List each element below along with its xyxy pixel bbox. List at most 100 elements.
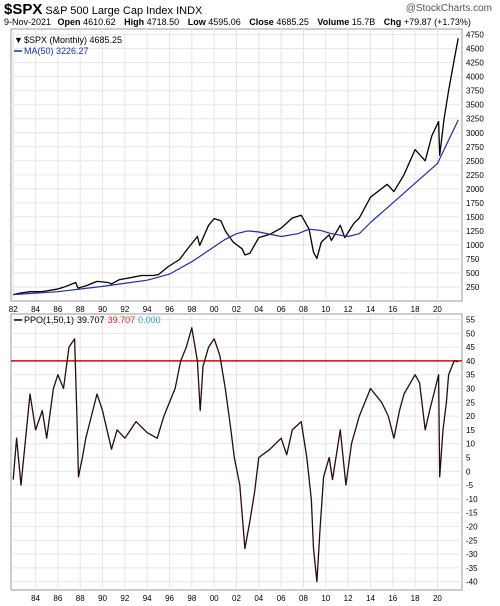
x-tick-label: 90: [98, 594, 107, 603]
x-tick-label: 92: [120, 305, 129, 314]
x-tick-label: 00: [210, 305, 219, 314]
x-tick-label: 02: [232, 305, 241, 314]
chart-title: $SPX S&P 500 Large Cap Index INDX: [4, 1, 202, 18]
y-tick-label: 40: [466, 357, 475, 366]
y-tick-label: 5: [466, 454, 471, 463]
x-tick-label: 08: [299, 305, 308, 314]
y-tick-label: -5: [466, 481, 474, 490]
x-tick-label: 92: [120, 594, 129, 603]
y-tick-label: 2250: [466, 171, 484, 180]
x-tick-label: 84: [31, 305, 40, 314]
y-tick-label: -20: [466, 523, 478, 532]
x-tick-label: 04: [254, 594, 263, 603]
y-tick-label: 45: [466, 343, 475, 352]
y-tick-label: 3500: [466, 101, 484, 110]
low-value: 4595.06: [208, 17, 241, 27]
series-line-ppo: [12, 327, 459, 583]
x-tick-label: 12: [344, 594, 353, 603]
x-tick-label: 96: [165, 305, 174, 314]
x-tick-label: 88: [76, 305, 85, 314]
x-tick-label: 06: [277, 305, 286, 314]
x-tick-label: 06: [277, 594, 286, 603]
x-tick-label: 10: [321, 594, 330, 603]
x-tick-label: 12: [344, 305, 353, 314]
y-tick-label: 20: [466, 412, 475, 421]
y-tick-label: 500: [466, 269, 480, 278]
y-tick-label: 3750: [466, 87, 484, 96]
legend-ppo: PPO(1,50,1) 39.707 39.707 0.000: [24, 315, 161, 325]
x-tick-label: 82: [9, 305, 18, 314]
legend-price-icon: ▼: [14, 35, 23, 45]
close-value: 4685.25: [276, 17, 309, 27]
x-tick-label: 20: [433, 594, 442, 603]
x-tick-label: 18: [411, 305, 420, 314]
legend-ppo-v1: 39.707: [77, 315, 105, 325]
high-value: 4718.50: [146, 17, 180, 27]
y-tick-label: 1250: [466, 227, 484, 236]
x-tick-label: 00: [210, 594, 219, 603]
y-tick-label: 30: [466, 385, 475, 394]
close-label: Close: [249, 17, 274, 27]
brand-watermark: @StockCharts.com: [405, 3, 492, 14]
y-tick-label: 250: [466, 283, 480, 292]
x-tick-label: 04: [254, 305, 263, 314]
open-label: Open: [57, 17, 81, 27]
y-tick-label: 50: [466, 329, 475, 338]
x-tick-label: 84: [31, 594, 40, 603]
series-line-price: [13, 38, 459, 296]
y-tick-label: 2750: [466, 143, 484, 152]
x-tick-label: 14: [366, 594, 375, 603]
y-tick-label: 4500: [466, 45, 484, 54]
x-tick-label: 20: [433, 305, 442, 314]
x-tick-label: 16: [388, 594, 397, 603]
y-tick-label: 4000: [466, 73, 484, 82]
exchange: INDX: [176, 5, 203, 17]
x-tick-label: 16: [388, 305, 397, 314]
y-tick-label: 25: [466, 398, 475, 407]
x-tick-label: 88: [76, 594, 85, 603]
low-label: Low: [187, 17, 206, 27]
x-tick-label: 98: [187, 594, 196, 603]
x-tick-label: 96: [165, 594, 174, 603]
x-tick-label: 90: [98, 305, 107, 314]
y-tick-label: -15: [466, 509, 478, 518]
legend-ma: MA(50) 3226.27: [24, 46, 89, 56]
y-tick-label: -40: [466, 578, 478, 587]
y-tick-label: 3250: [466, 115, 484, 124]
y-tick-label: 750: [466, 255, 480, 264]
y-tick-label: 55: [466, 316, 475, 325]
quote-date: 9-Nov-2021: [4, 17, 52, 27]
y-tick-label: -10: [466, 495, 478, 504]
chg-label: Chg: [383, 17, 402, 27]
y-tick-label: 3000: [466, 129, 484, 138]
x-tick-label: 14: [366, 305, 375, 314]
x-tick-label: 98: [187, 305, 196, 314]
volume-value: 15.7B: [351, 17, 376, 27]
index-name: S&P 500 Large Cap Index: [45, 5, 174, 17]
legend-ppo-v2: 39.707: [108, 315, 136, 325]
x-tick-label: 86: [53, 305, 62, 314]
legend-price: $SPX (Monthly) 4685.25: [24, 35, 122, 45]
x-tick-label: 08: [299, 594, 308, 603]
price-legend: ▼ $SPX (Monthly) 4685.25 MA(50) 3226.27: [14, 35, 122, 56]
y-tick-label: 35: [466, 371, 475, 380]
y-tick-label: 1500: [466, 213, 484, 222]
y-tick-label: 1750: [466, 199, 484, 208]
y-tick-label: 1000: [466, 241, 484, 250]
quote-info: 9-Nov-2021 Open 4610.62 High 4718.50 Low…: [4, 17, 471, 27]
y-tick-label: 4750: [466, 31, 484, 40]
x-tick-label: 10: [321, 305, 330, 314]
legend-ppo-label: PPO(1,50,1): [24, 315, 74, 325]
ppo-legend: PPO(1,50,1) 39.707 39.707 0.000: [14, 315, 161, 325]
y-tick-label: -30: [466, 550, 478, 559]
y-tick-label: -35: [466, 564, 478, 573]
chg-value: +79.87 (+1.73%): [403, 17, 471, 27]
y-tick-label: 4250: [466, 59, 484, 68]
x-tick-label: 94: [143, 305, 152, 314]
open-value: 4610.62: [83, 17, 116, 27]
y-tick-label: 0: [466, 467, 471, 476]
x-tick-label: 02: [232, 594, 241, 603]
x-tick-label: 18: [411, 594, 420, 603]
y-tick-label: -25: [466, 536, 478, 545]
